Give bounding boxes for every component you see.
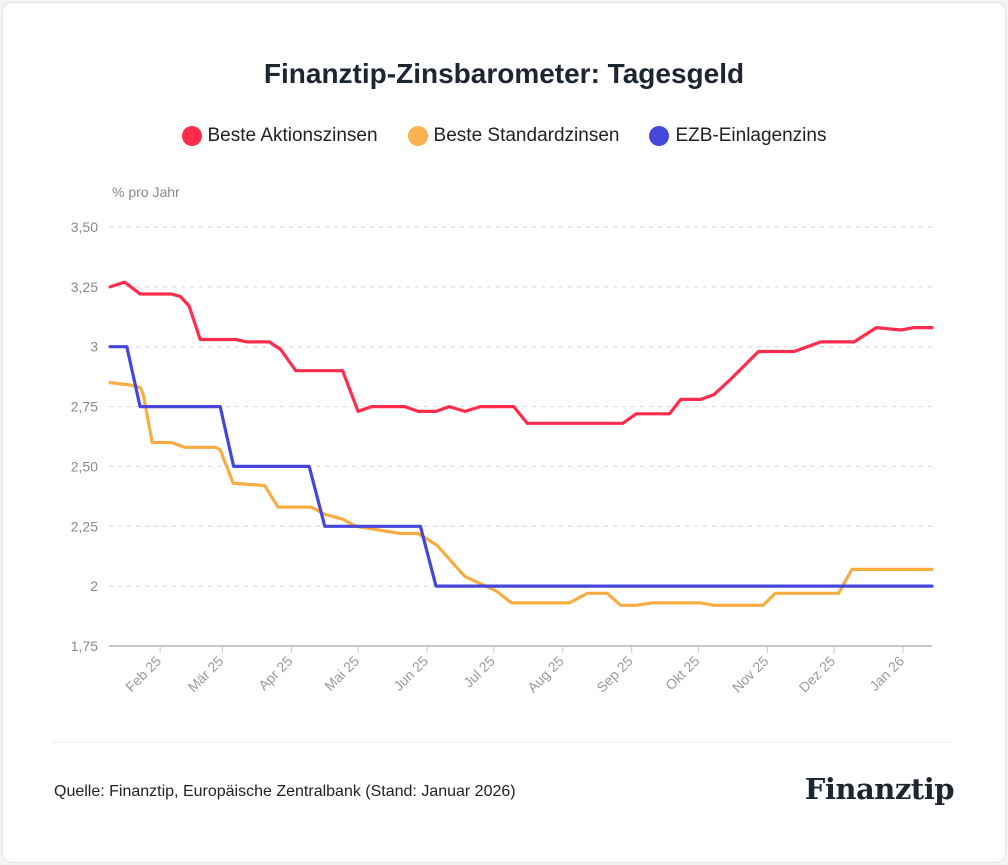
series-line-beste-aktionszinsen	[108, 280, 934, 425]
x-tick-label: Feb 25	[122, 653, 164, 695]
x-tick-label: Apr 25	[255, 653, 296, 694]
x-tick-label: Jul 25	[460, 653, 498, 691]
series-line-beste-standardzinsen	[108, 381, 934, 607]
legend-item-ezb[interactable]: EZB-Einlagenzins	[649, 125, 826, 147]
legend-label: Beste Standardzinsen	[433, 125, 620, 146]
x-tick-label: Jan 26	[866, 653, 907, 694]
y-tick-label: 2,50	[71, 458, 98, 474]
legend-label: Beste Aktionszinsen	[207, 125, 378, 146]
x-tick-label: Nov 25	[729, 653, 772, 696]
y-axis-unit: % pro Jahr	[112, 184, 180, 200]
x-tick-label: Mai 25	[321, 653, 362, 694]
y-tick-label: 2,25	[71, 518, 98, 534]
divider	[53, 742, 953, 743]
legend-dot-icon	[181, 126, 202, 146]
legend-dot-icon	[649, 126, 670, 146]
x-tick-label: Dez 25	[796, 653, 839, 696]
legend-item-aktionszinsen[interactable]: Beste Aktionszinsen	[181, 125, 378, 147]
x-tick-label: Aug 25	[524, 653, 567, 696]
y-tick-label: 3,25	[71, 279, 98, 295]
legend: Beste Aktionszinsen Beste Standardzinsen…	[0, 125, 1008, 147]
legend-dot-icon	[407, 126, 428, 146]
y-tick-label: 3	[90, 339, 98, 355]
chart-title: Finanztip-Zinsbarometer: Tagesgeld	[263, 58, 745, 89]
x-tick-label: Jun 25	[390, 653, 431, 694]
legend-item-standardzinsen[interactable]: Beste Standardzinsen	[407, 125, 620, 147]
legend-label: EZB-Einlagenzins	[675, 125, 827, 146]
y-tick-label: 1,75	[71, 638, 98, 654]
y-tick-label: 2,75	[71, 399, 98, 415]
finanztip-logo: Finanztip	[804, 772, 955, 806]
y-tick-label: 2	[90, 578, 98, 594]
series-line-ezb-einlagenzins	[108, 345, 934, 588]
source-note: Quelle: Finanztip, Europäische Zentralba…	[54, 783, 516, 800]
y-tick-label: 3,50	[71, 219, 98, 235]
x-tick-label: Okt 25	[662, 653, 703, 694]
x-tick-label: Mär 25	[184, 653, 226, 695]
x-tick-label: Sep 25	[593, 653, 636, 696]
